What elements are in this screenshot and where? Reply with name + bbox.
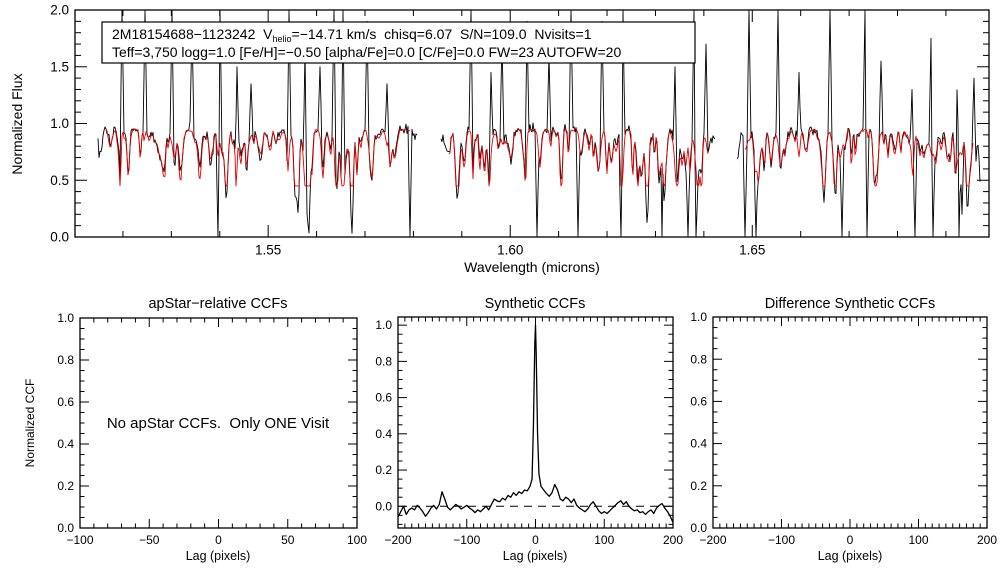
annotation-line1-pre: 2M18154688−1123242 V: [112, 26, 273, 42]
x-tick-label: 0: [847, 533, 854, 547]
x-tick-label: 50: [281, 533, 295, 547]
synthetic-ccf-data: [397, 324, 674, 523]
wavelength-axis-label: Wavelength (microns): [464, 259, 600, 275]
y-tick-label: 0.2: [375, 463, 392, 477]
flux-axis-label: Normalized Flux: [9, 73, 25, 174]
x-tick-label: −200: [384, 533, 411, 547]
synthetic-ccf-axes: −200 −100 0 100 200 0.0 0.2 0.4 0.6 0.8 1.0: [375, 316, 683, 547]
synthetic-ccf-line: [397, 324, 674, 523]
x-tick-label: 100: [347, 533, 367, 547]
observed-spectrum-line: [736, 9, 981, 238]
y-tick-label: 0.4: [690, 437, 707, 451]
annotation-line1-sub: helio: [273, 34, 292, 44]
x-tick-label: −100: [768, 533, 795, 547]
x-tick-label: 100: [594, 533, 614, 547]
y-tick-label: 0.0: [50, 230, 69, 245]
x-tick-label: 100: [908, 533, 928, 547]
no-ccf-message: No apStar CCFs. Only ONE Visit: [107, 415, 330, 432]
lag-axis-label-right: Lag (pixels): [818, 549, 883, 563]
model-spectrum-line: [105, 128, 411, 187]
y-tick-label: 0.2: [690, 479, 707, 493]
annotation-box: [101, 21, 696, 64]
y-tick-label: 1.0: [690, 310, 707, 324]
y-tick-label: 1.0: [375, 318, 392, 332]
annotation-line1: 2M18154688−1123242 Vhelio=−14.71 km/s ch…: [112, 26, 592, 44]
model-spectrum-line: [448, 127, 709, 187]
apstar-ccf-title: apStar−relative CCFs: [148, 296, 287, 312]
y-tick-label: 1.5: [50, 59, 69, 74]
y-tick-label: 0.6: [375, 391, 392, 405]
panel-border: [712, 316, 988, 529]
synthetic-ccf-title: Synthetic CCFs: [485, 296, 586, 312]
y-tick-label: 1.0: [50, 116, 69, 131]
x-tick-label: 200: [977, 533, 997, 547]
x-tick-label: 0: [215, 533, 222, 547]
x-tick-label: −50: [139, 533, 160, 547]
y-tick-label: 0.4: [57, 437, 74, 451]
y-tick-label: 0.8: [690, 352, 707, 366]
y-tick-label: 0.8: [57, 353, 74, 367]
ccf-axis-label: Normalized CCF: [23, 379, 37, 468]
y-tick-label: 0.5: [50, 173, 69, 188]
y-tick-label: 0.8: [375, 354, 392, 368]
annotation-line2: Teff=3,750 logg=1.0 [Fe/H]=−0.50 [alpha/…: [112, 44, 621, 60]
x-tick-label: −100: [66, 533, 93, 547]
model-spectrum-line: [744, 128, 974, 187]
y-tick-label: 1.0: [57, 311, 74, 325]
y-tick-label: 0.4: [375, 427, 392, 441]
apstar-ccf-axes: −100 −50 0 50 100 0.0 0.2 0.4 0.6 0.8 1.0: [57, 311, 367, 547]
x-tick-label: −100: [453, 533, 480, 547]
x-tick-label: 200: [663, 533, 683, 547]
annotation-line1-post: =−14.71 km/s chisq=6.07 S/N=109.0 Nvisit…: [292, 26, 592, 42]
difference-ccf-axes: −200 −100 0 100 200 0.0 0.2 0.4 0.6 0.8 1.0: [690, 310, 997, 547]
x-tick-label: −200: [699, 533, 726, 547]
spectrum-axes: 1.55 1.60 1.65 0.0 0.5 1.0 1.5 2.0: [50, 3, 990, 258]
x-tick-label: 1.65: [739, 243, 765, 258]
y-tick-label: 2.0: [50, 3, 69, 18]
difference-ccf-title: Difference Synthetic CCFs: [765, 296, 936, 312]
y-tick-label: 0.6: [57, 395, 74, 409]
y-tick-label: 0.0: [375, 499, 392, 513]
spectrum-data: [97, 9, 981, 238]
y-tick-label: 0.0: [690, 521, 707, 535]
lag-axis-label-left: Lag (pixels): [186, 549, 251, 563]
x-tick-label: 1.60: [497, 243, 523, 258]
x-tick-label: 0: [532, 533, 539, 547]
x-tick-label: 1.55: [255, 243, 281, 258]
y-tick-label: 0.2: [57, 479, 74, 493]
lag-axis-label-middle: Lag (pixels): [503, 549, 568, 563]
y-tick-label: 0.0: [57, 521, 74, 535]
y-tick-label: 0.6: [690, 394, 707, 408]
